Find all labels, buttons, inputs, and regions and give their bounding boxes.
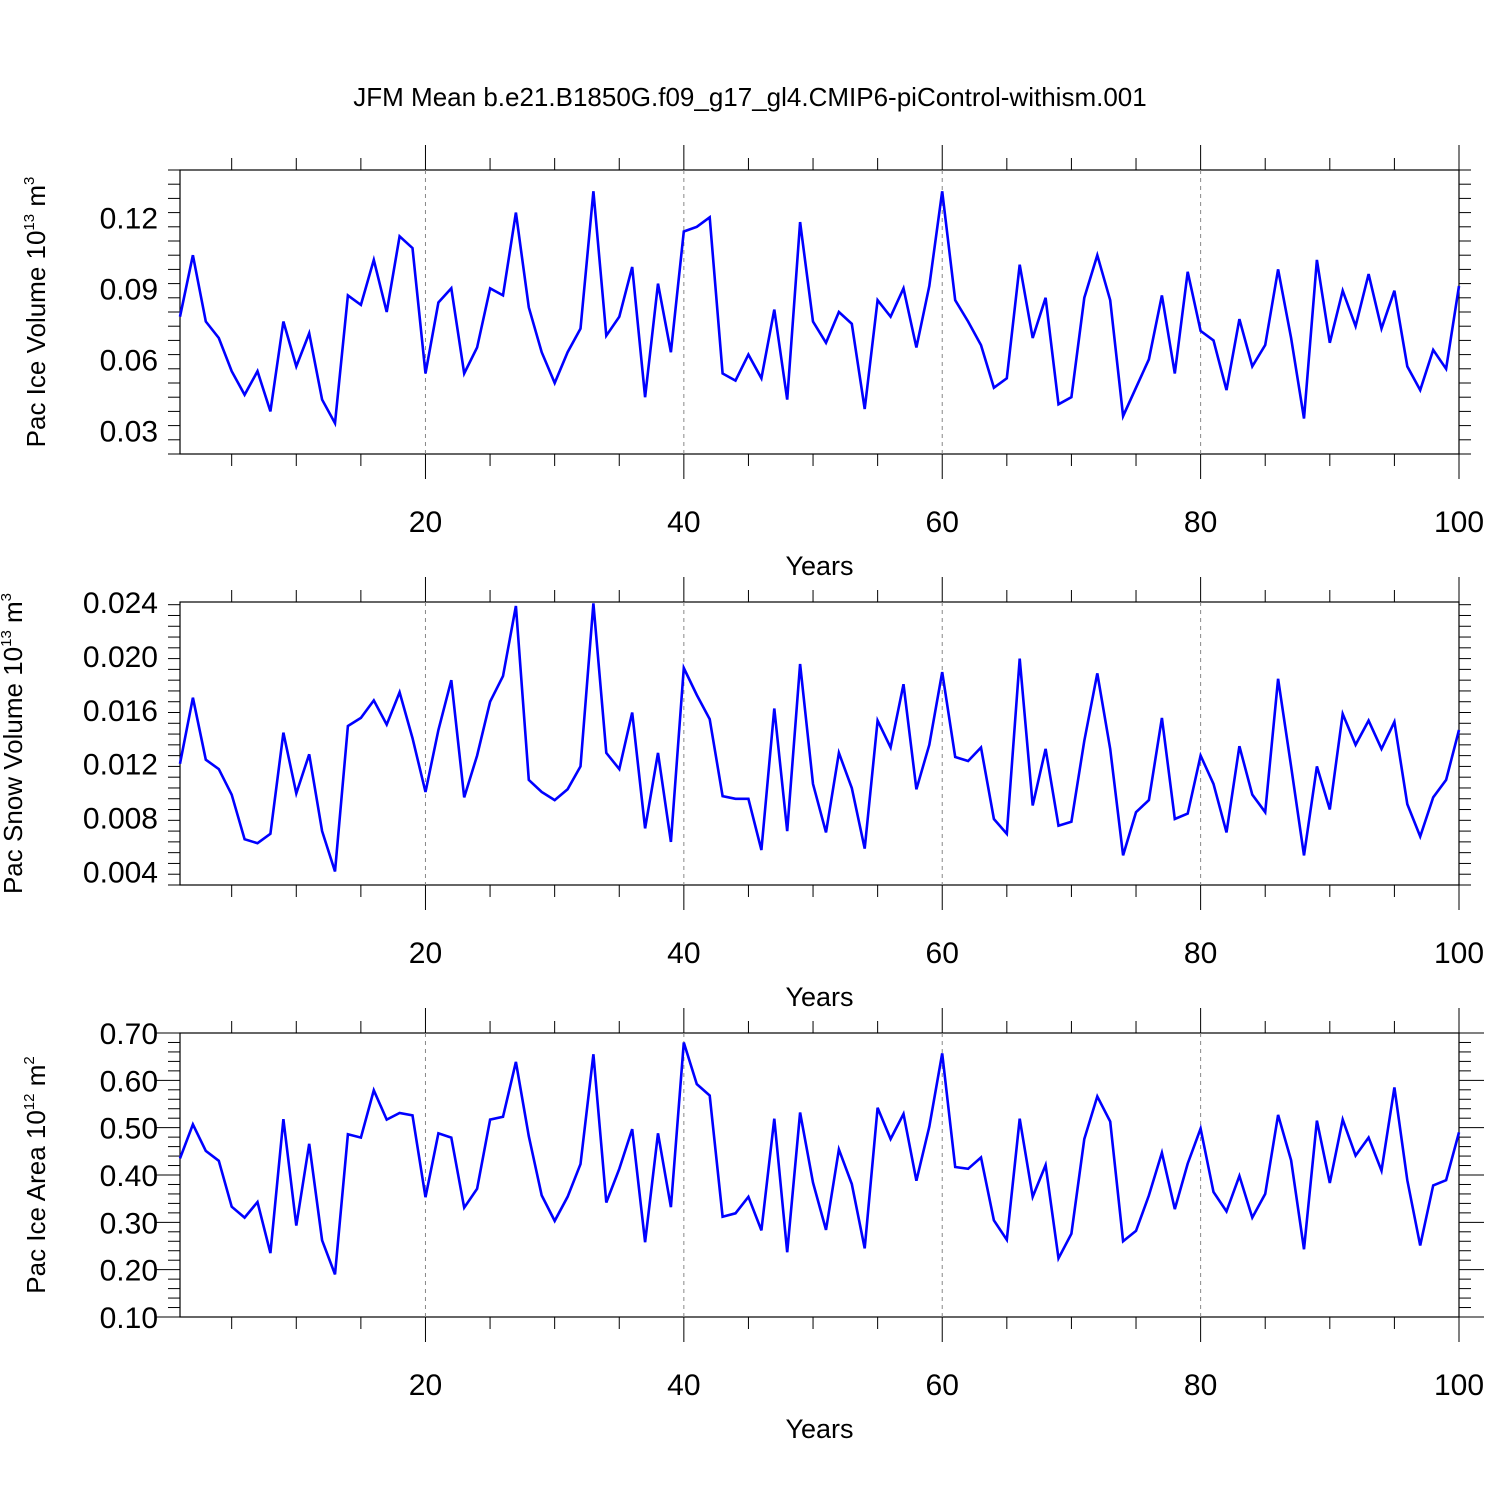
panels: 20 40 60 80 100 Years 0.03 0.06 0.09 0.12 Pac Ice … xyxy=(0,145,1484,1444)
x-axis-title: Years xyxy=(785,551,853,581)
x-tick-label: 40 xyxy=(667,1369,700,1402)
x-tick-label: 40 xyxy=(667,937,700,970)
y-tick-label: 0.10 xyxy=(100,1302,158,1335)
y-axis-title: Pac Ice Area 1012 m2 xyxy=(21,1056,51,1293)
x-tick-label: 40 xyxy=(667,506,700,539)
y-tick-label: 0.70 xyxy=(100,1018,158,1051)
plot-frame xyxy=(179,169,1460,455)
y-axis-title: Pac Snow Volume 1013 m3 xyxy=(0,593,28,894)
y-tick-label: 0.06 xyxy=(100,344,158,377)
panel-snow-volume: 20 40 60 80 100 Years 0.004 0.008 0.012 0.016 0.02… xyxy=(0,577,1484,1012)
series-line xyxy=(178,1042,1461,1275)
y-tick-label: 0.024 xyxy=(83,587,158,620)
y-tick-label: 0.50 xyxy=(100,1113,158,1146)
y-tick-label: 0.09 xyxy=(100,273,158,306)
y-tick-label: 0.020 xyxy=(83,641,158,674)
x-tick-label: 60 xyxy=(926,937,959,970)
chart-title: JFM Mean b.e21.B1850G.f09_g17_gl4.CMIP6-… xyxy=(353,82,1146,112)
x-tick-label: 80 xyxy=(1184,1369,1217,1402)
y-tick-label: 0.60 xyxy=(100,1065,158,1098)
x-tick-label: 20 xyxy=(409,1369,442,1402)
y-tick-label: 0.40 xyxy=(100,1160,158,1193)
y-tick-label: 0.20 xyxy=(100,1255,158,1288)
panel-ice-volume: 20 40 60 80 100 Years 0.03 0.06 0.09 0.12 Pac Ice … xyxy=(21,145,1484,581)
y-tick-label: 0.12 xyxy=(100,202,158,235)
x-tick-label: 80 xyxy=(1184,937,1217,970)
y-tick-label: 0.008 xyxy=(83,803,158,836)
y-tick-label: 0.004 xyxy=(83,857,158,890)
y-tick-label: 0.03 xyxy=(100,415,158,448)
x-tick-label: 60 xyxy=(926,506,959,539)
y-tick-label: 0.016 xyxy=(83,695,158,728)
panel-ice-area: 20 40 60 80 100 Years 0.10 0.20 0.30 0.40 0.50 0.60… xyxy=(21,1008,1484,1444)
x-tick-label: 100 xyxy=(1434,1369,1484,1402)
y-axis-title: Pac Ice Volume 1013 m3 xyxy=(21,177,51,448)
x-tick-label: 100 xyxy=(1434,506,1484,539)
y-tick-label: 0.012 xyxy=(83,749,158,782)
plot-frame xyxy=(179,601,1460,886)
x-tick-label: 60 xyxy=(926,1369,959,1402)
series-line xyxy=(178,603,1461,872)
x-tick-label: 20 xyxy=(409,506,442,539)
x-tick-label: 100 xyxy=(1434,937,1484,970)
x-tick-label: 80 xyxy=(1184,506,1217,539)
x-tick-label: 20 xyxy=(409,937,442,970)
series-line xyxy=(178,191,1461,428)
x-axis-title: Years xyxy=(785,982,853,1012)
x-axis-title: Years xyxy=(785,1414,853,1444)
y-tick-label: 0.30 xyxy=(100,1207,158,1240)
